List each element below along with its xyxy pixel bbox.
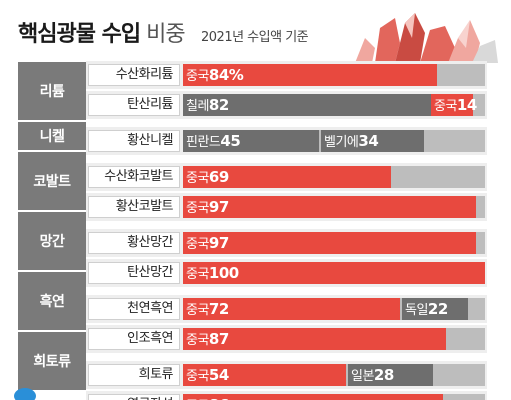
bar-segment [183,262,485,284]
row-label: 희토류 [88,364,180,386]
bar-data-label: 벨기에34 [324,132,379,150]
bar-segment [183,232,476,254]
bar-data-label: 칠레82 [186,96,229,114]
bar-segment [348,364,433,386]
row-label: 탄산리튬 [88,94,180,116]
row-label: 황산망간 [88,232,180,254]
row-label: 천연흑연 [88,298,180,320]
row-label: 황산니켈 [88,130,180,152]
row-label: 탄산망간 [88,262,180,284]
logo-badge [14,388,36,400]
bar-data-label: 중국84% [186,66,244,84]
bar-data-label: 중국14 [434,96,477,114]
row-label: 영구자석 [88,394,180,400]
bar-segment [183,196,476,218]
bar-segment [183,64,437,86]
bar-data-label: 중국97 [186,198,229,216]
row-label: 인조흑연 [88,328,180,350]
bar-data-label: 중국54 [186,366,229,384]
bar-data-label: 중국100 [186,264,239,282]
row-label: 수산화리튬 [88,64,180,86]
bar-data-label: 중국87 [186,330,229,348]
category-label: 흑연 [18,272,86,330]
bar-segment [183,94,431,116]
bar-segment [183,328,446,350]
row-label: 수산화코발트 [88,166,180,188]
title-light: 비중 [140,22,186,47]
bar-segment [183,364,346,386]
chart-subtitle: 2021년 수입액 기준 [201,30,309,45]
bar-data-label: 중국97 [186,234,229,252]
mineral-crystals-icon [355,13,498,63]
category-label: 니켈 [18,122,86,150]
chart-title: 핵심광물 수입 비중 [18,16,186,48]
bar-segment [183,298,400,320]
bar-segment [321,130,424,152]
bar-data-label: 독일22 [405,300,448,318]
bar-data-label: 중국69 [186,168,229,186]
bar-data-label: 핀란드45 [186,132,241,150]
bar-segment [183,394,443,400]
bar-data-label: 중국86 [186,394,229,400]
row-label: 황산코발트 [88,196,180,218]
title-bold: 핵심광물 수입 [18,22,141,47]
bar-data-label: 중국72 [186,300,229,318]
bar-data-label: 일본28 [351,366,394,384]
category-label: 망간 [18,212,86,270]
bar-segment [431,94,473,116]
category-label: 코발트 [18,152,86,210]
bar-segment [183,130,319,152]
bar-segment [183,166,391,188]
category-label: 희토류 [18,332,86,390]
bar-segment [402,298,468,320]
category-label: 리튬 [18,62,86,120]
